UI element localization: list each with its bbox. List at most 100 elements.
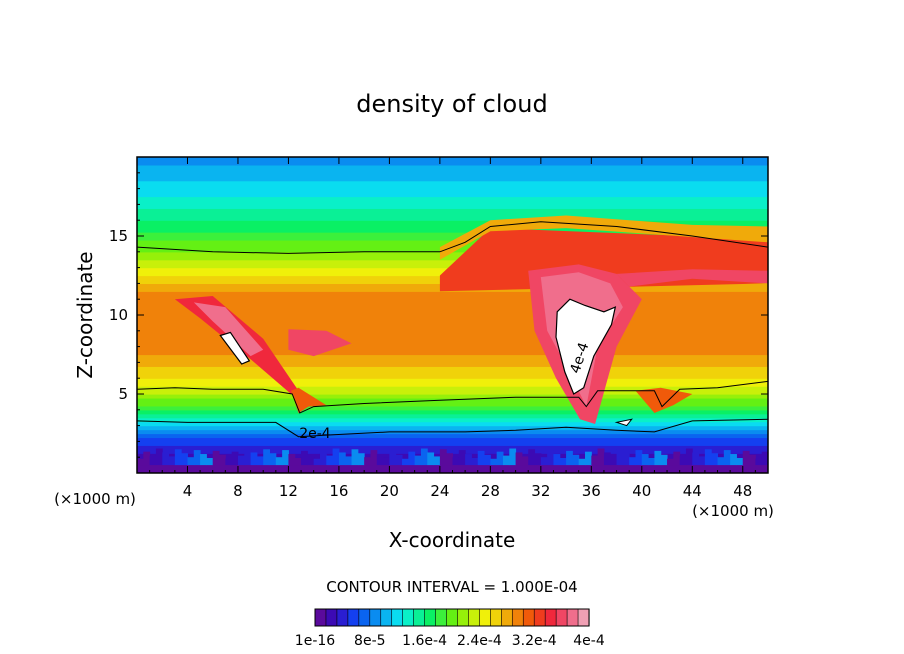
surface-noise: [685, 448, 693, 466]
field-band: [137, 342, 768, 348]
colorbar-swatch: [347, 608, 360, 627]
surface-noise: [629, 457, 636, 466]
contour-top: [137, 221, 768, 254]
surface-noise: [742, 450, 750, 466]
surface-noise: [427, 452, 435, 466]
colorbar-swatch: [369, 608, 382, 627]
x-tick-label: 44: [683, 482, 702, 500]
colorbar-frame: [314, 608, 590, 627]
field-band: [137, 216, 768, 221]
surface-noise: [521, 456, 529, 466]
surface-noise: [755, 458, 763, 466]
colorbar-swatch: [391, 608, 404, 627]
surface-noise: [761, 451, 768, 466]
field-band: [137, 172, 768, 178]
surface-noise: [433, 456, 441, 466]
colorbar-swatch: [336, 608, 349, 627]
x-tick-label: 48: [733, 482, 752, 500]
surface-noise: [250, 452, 258, 466]
surface-noise: [749, 454, 756, 466]
colorbar-swatch: [413, 608, 426, 627]
y-tick-label: 15: [109, 227, 128, 245]
x-tick-label: 20: [380, 482, 399, 500]
colorbar-labels: 1e-16 8e-5 1.6e-4 2.4e-4 3.2e-4 4e-4: [295, 633, 605, 649]
surface-noise: [484, 454, 491, 466]
field-band: [137, 208, 768, 213]
field-band: [137, 160, 768, 166]
field-band: [137, 390, 768, 395]
surface-noise: [509, 448, 517, 466]
surface-noise: [704, 449, 712, 466]
x-tick-label: 40: [632, 482, 651, 500]
surface-noise: [200, 454, 207, 466]
field-band: [137, 441, 768, 446]
surface-noise: [237, 455, 245, 466]
surface-noise: [723, 450, 731, 466]
surface-noise: [376, 454, 384, 466]
surface-noise: [559, 457, 567, 466]
contour-interval-label: CONTOUR INTERVAL = 1.000E-04: [326, 578, 577, 596]
y-axis: 5 10 15: [109, 172, 768, 458]
surface-noise: [528, 449, 536, 466]
field-band: [137, 362, 768, 367]
surface-noise: [319, 451, 327, 466]
field-band: [137, 425, 768, 431]
field-band: [137, 433, 768, 439]
surface-noise: [263, 449, 271, 466]
surface-noise: [496, 451, 504, 466]
y-axis-label: Z-coordinate: [73, 251, 97, 378]
colorbar-swatch: [555, 608, 568, 627]
surface-noise: [282, 450, 289, 466]
maximum-right: [555, 298, 617, 395]
field-band: [137, 295, 768, 300]
field-band: [137, 394, 768, 399]
field-band: [137, 417, 768, 423]
surface-noise: [641, 454, 649, 466]
field-band: [137, 196, 768, 202]
surface-noise: [698, 456, 706, 466]
surface-noise: [143, 451, 151, 466]
surface-noise: [402, 458, 409, 466]
surface-noise: [578, 458, 586, 466]
x-tick-label: 32: [531, 482, 550, 500]
field-band: [137, 224, 768, 229]
x-tick-label: 24: [430, 482, 449, 500]
surface-noise: [256, 456, 264, 466]
colorbar-swatch: [479, 608, 491, 627]
surface-noise: [225, 458, 233, 466]
field-band: [137, 299, 768, 304]
colorbar-swatch: [314, 608, 327, 627]
x-tick-label: 4: [183, 482, 193, 500]
surface-noise: [603, 452, 611, 466]
surface-noise: [540, 457, 548, 466]
x-tick-label: 28: [481, 482, 500, 500]
surface-noise: [585, 451, 592, 466]
field-band: [137, 334, 768, 340]
y-tick-label: 10: [109, 306, 128, 324]
field-band: [137, 366, 768, 371]
x-axis: 4 8 12 16 20 24 28 32 36 40 44 48: [149, 157, 756, 500]
surface-noise: [515, 452, 523, 466]
field-band: [137, 315, 768, 320]
field-band: [137, 437, 768, 442]
surface-noise: [572, 454, 580, 466]
maximum-left: [219, 331, 251, 365]
field-band: [137, 409, 768, 415]
field-band: [137, 188, 768, 194]
surface-noise: [654, 450, 662, 466]
field-band: [137, 421, 768, 427]
colorbar-swatch: [544, 608, 557, 627]
surface-noise: [673, 451, 681, 466]
surface-noise: [648, 457, 655, 466]
field-band: [137, 358, 768, 363]
field-band: [137, 180, 768, 186]
surface-noise: [149, 455, 157, 466]
field-band: [137, 346, 768, 352]
maximum-small: [614, 418, 633, 427]
surface-noise: [717, 457, 725, 466]
x-axis-label: X-coordinate: [389, 528, 516, 552]
surface-noise: [269, 453, 277, 466]
field-band: [137, 338, 768, 344]
field-band: [137, 176, 768, 182]
